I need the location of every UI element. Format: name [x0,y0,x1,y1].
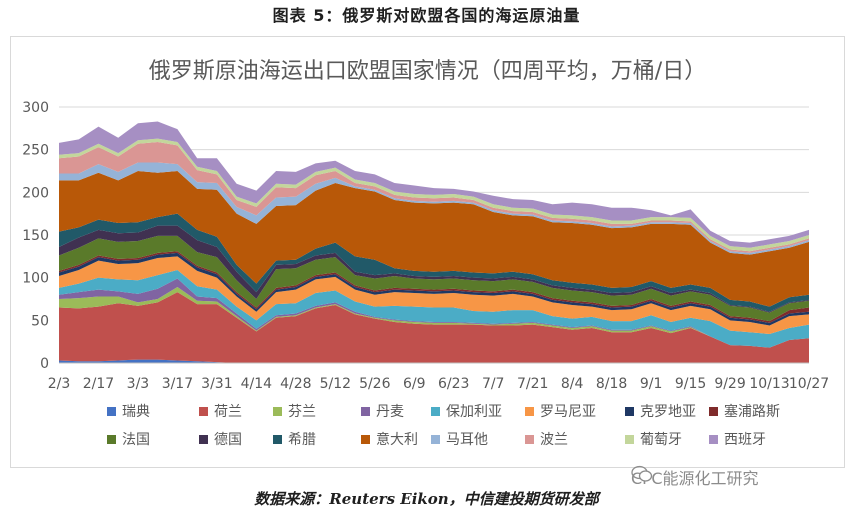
legend-label: 荷兰 [214,404,242,420]
x-tick-label: 9/15 [675,376,706,392]
watermark-text: CFC能源化工研究 [631,469,759,488]
legend-item: 瑞典 [107,401,150,421]
legend-swatch [199,434,208,444]
legend-swatch [431,434,440,444]
legend-label: 瑞典 [122,404,150,420]
legend-item: 波兰 [525,429,568,449]
legend-label: 马耳他 [446,432,488,448]
watermark: CFC能源化工研究 [631,465,759,489]
y-tick-label: 150 [22,228,49,244]
x-tick-label: 3/17 [162,376,193,392]
y-tick-label: 200 [22,185,49,201]
legend-item: 罗马尼亚 [525,401,596,421]
area-series-波兰 [59,141,809,253]
y-tick-label: 300 [22,100,49,116]
legend-label: 塞浦路斯 [724,404,780,420]
x-tick-label: 5/12 [320,376,351,392]
wechat-icon [631,465,653,482]
area-series-马耳他 [59,162,809,255]
area-series-塞浦路斯 [59,251,809,323]
area-series-西班牙 [59,121,809,248]
x-tick-label: 7/7 [482,376,505,392]
legend-item: 马耳他 [431,429,488,449]
legend-swatch [107,406,116,416]
x-tick-label: 4/14 [241,376,273,392]
legend-swatch [709,406,718,416]
legend-item: 法国 [107,429,150,449]
x-tick-label: 10/27 [789,376,829,392]
area-series-德国 [59,225,809,313]
legend-item: 意大利 [361,429,418,449]
legend-swatch [361,406,370,416]
legend-label: 意大利 [376,432,418,448]
legend-label: 希腊 [288,432,316,448]
area-series-葡萄牙 [59,138,809,252]
legend-label: 德国 [214,432,242,448]
area-series-罗马尼亚 [59,256,809,334]
area-series-丹麦 [59,278,809,348]
chart-container: 俄罗斯原油海运出口欧盟国家情况（四周平均，万桶/日） 0 50 100 150 200 2… [10,36,845,488]
x-tick-label: 7/21 [517,376,548,392]
legend-label: 葡萄牙 [640,432,682,448]
legend-label: 西班牙 [724,432,766,448]
legend-swatch [273,406,282,416]
area-series-法国 [59,235,809,322]
legend-swatch [709,434,718,444]
legend-swatch [361,434,370,444]
x-tick-label: 3/31 [201,376,232,392]
x-tick-label: 8/18 [596,376,627,392]
legend-label: 波兰 [540,432,568,448]
area-series-意大利 [59,171,809,307]
data-source: 数据来源：Reuters Eikon，中信建投期货研发部 [254,490,599,508]
legend-item: 塞浦路斯 [709,401,780,421]
legend-swatch [431,406,440,416]
legend-swatch [107,434,116,444]
legend-label: 克罗地亚 [640,404,696,420]
figure-caption: 图表 5：俄罗斯对欧盟各国的海运原油量 [272,6,581,25]
x-tick-label: 8/4 [561,376,584,392]
legend-label: 法国 [122,432,150,448]
legend-swatch [525,406,534,416]
legend-swatch [525,434,534,444]
legend-item: 荷兰 [199,401,242,421]
legend-item: 希腊 [273,429,316,449]
stacked-area-chart: 0 50 100 150 200 250 300 2/3 2/17 3/3 3/17 3/31 4/14… [22,100,829,392]
legend-item: 芬兰 [273,401,316,421]
x-tick-label: 6/23 [438,376,469,392]
x-tick-label: 10/13 [749,376,789,392]
x-tick-label: 2/17 [83,376,114,392]
legend-label: 保加利亚 [446,404,502,420]
legend-item: 西班牙 [709,429,766,449]
area-series-荷兰 [59,292,809,363]
y-tick-label: 250 [22,143,49,159]
area-series-克罗地亚 [59,252,809,326]
x-tick-label: 9/1 [640,376,663,392]
legend-item: 保加利亚 [431,401,502,421]
area-series-希腊 [59,213,809,312]
y-tick-label: 50 [31,313,49,329]
legend-item: 德国 [199,429,242,449]
area-series-保加利亚 [59,269,809,348]
y-tick-label: 0 [40,356,49,372]
x-tick-label: 5/26 [359,376,391,392]
legend-item: 丹麦 [361,401,404,421]
chart-title: 俄罗斯原油海运出口欧盟国家情况（四周平均，万桶/日） [148,59,707,84]
legend-swatch [199,406,208,416]
legend-item: 葡萄牙 [625,429,682,449]
legend-swatch [625,406,634,416]
x-tick-label: 2/3 [48,376,71,392]
legend-label: 芬兰 [288,404,316,420]
legend-label: 丹麦 [376,404,404,420]
legend-swatch [625,434,634,444]
legend-label: 罗马尼亚 [540,404,596,420]
legend-item: 克罗地亚 [625,401,696,421]
legend-swatch [273,434,282,444]
x-tick-label: 3/3 [127,376,150,392]
x-tick-label: 6/9 [403,376,426,392]
y-tick-label: 100 [22,271,49,287]
x-tick-label: 9/29 [714,376,745,392]
x-tick-label: 4/28 [280,376,311,392]
